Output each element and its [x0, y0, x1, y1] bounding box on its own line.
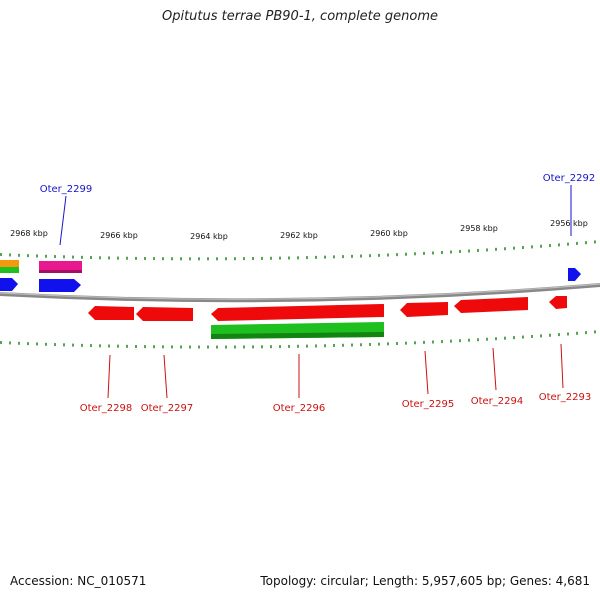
leader-line-oter-2299 — [59, 195, 67, 246]
map-title: Opitutus terrae PB90-1, complete genome — [161, 9, 439, 24]
gene-arrow-blue-left[interactable] — [0, 278, 18, 291]
leader-line-oter-2297 — [163, 354, 168, 399]
gene-arrow-oter-2292[interactable] — [568, 268, 581, 281]
gene-label-oter-2295[interactable]: Oter_2295 — [402, 399, 455, 410]
scale-ticks-top — [0, 240, 596, 261]
gene-label-oter-2294[interactable]: Oter_2294 — [471, 396, 524, 407]
scale-label: 2958 kbp — [460, 224, 498, 233]
scale-label: 2964 kbp — [190, 232, 228, 241]
gene-feature-orange[interactable] — [0, 260, 19, 268]
gene-arrow-oter-2293[interactable] — [549, 296, 567, 309]
gene-label-oter-2298[interactable]: Oter_2298 — [80, 403, 133, 414]
gene-arrow-oter-2298[interactable] — [88, 306, 134, 320]
gene-arrow-oter-2297[interactable] — [136, 307, 193, 321]
gene-arrow-oter-2294[interactable] — [454, 297, 528, 313]
genome-backbone — [0, 283, 600, 303]
leader-line-oter-2293 — [560, 343, 564, 389]
leader-line-oter-2295 — [424, 350, 429, 395]
scale-ticks-bottom — [0, 330, 596, 349]
gene-arrow-oter-2299[interactable] — [39, 279, 81, 292]
leader-line-oter-2294 — [492, 347, 497, 391]
genome-backbone-highlight — [0, 283, 600, 300]
gene-label-oter-2297[interactable]: Oter_2297 — [141, 403, 194, 414]
gene-label-oter-2293[interactable]: Oter_2293 — [539, 392, 592, 403]
scale-label: 2956 kbp — [550, 219, 588, 228]
gene-feature-green-left[interactable] — [0, 267, 19, 273]
scale-label: 2962 kbp — [280, 231, 318, 240]
scale-label: 2968 kbp — [10, 229, 48, 238]
gene-arrow-oter-2295[interactable] — [400, 302, 448, 317]
scale-label: 2960 kbp — [370, 229, 408, 238]
leader-line-oter-2298 — [107, 354, 111, 399]
gene-label-oter-2296[interactable]: Oter_2296 — [273, 403, 326, 414]
gene-feature-green-shade — [211, 332, 384, 339]
scale-label: 2966 kbp — [100, 231, 138, 240]
topology-text: Topology: circular; Length: 5,957,605 bp… — [260, 574, 590, 588]
gene-label-oter-2292[interactable]: Oter_2292 — [543, 173, 596, 184]
gene-label-oter-2299[interactable]: Oter_2299 — [40, 184, 93, 195]
gene-feature-pink-shade — [39, 270, 82, 273]
accession-text: Accession: NC_010571 — [10, 574, 147, 588]
gene-arrow-oter-2296[interactable] — [211, 304, 384, 321]
